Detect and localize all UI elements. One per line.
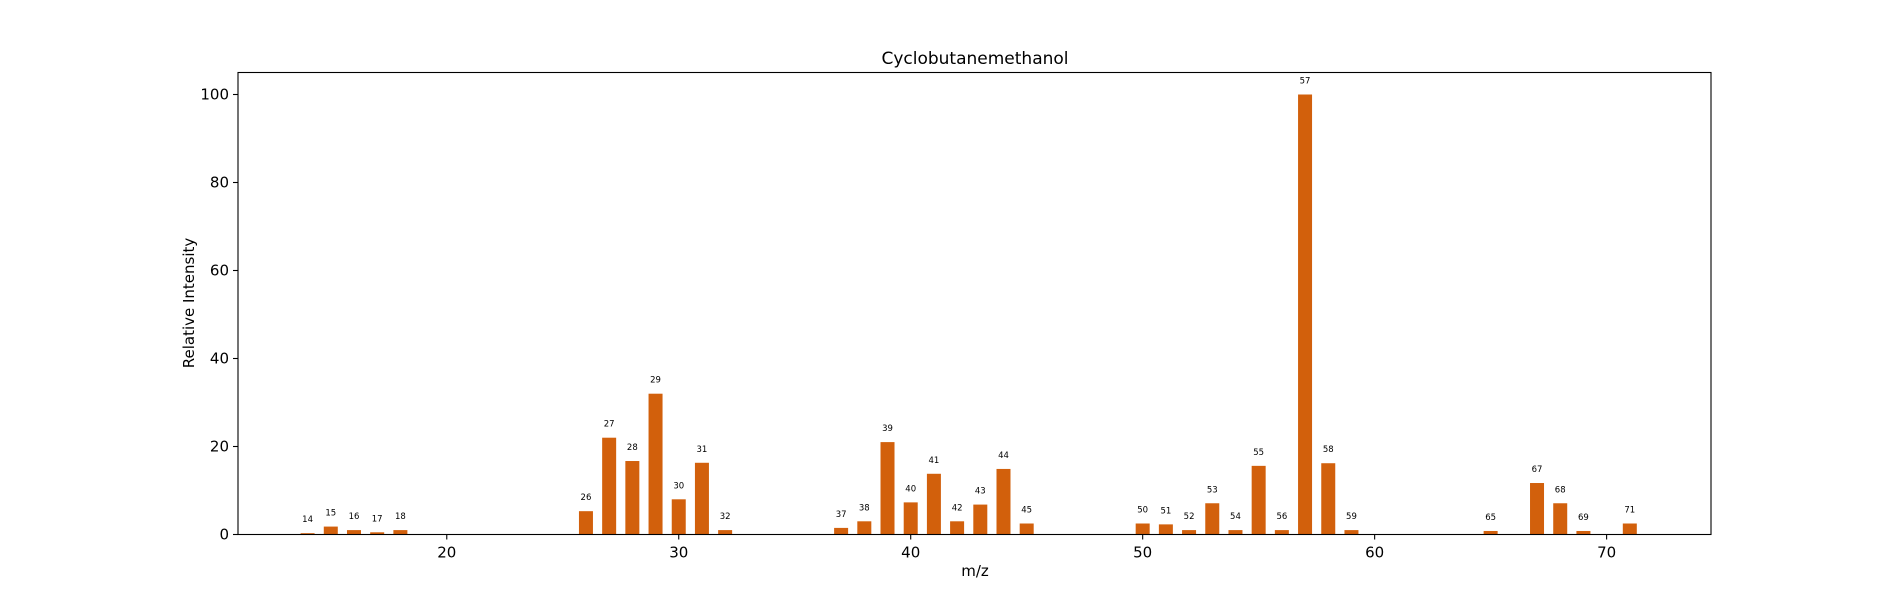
bar-mz-42 — [950, 521, 965, 535]
bar-mz-71 — [1622, 523, 1637, 535]
chart-title: Cyclobutanemethanol — [881, 49, 1068, 69]
bar-mz-67 — [1530, 483, 1545, 535]
y-tick-label-20: 20 — [210, 438, 229, 456]
bar-label-mz-27: 27 — [604, 420, 615, 430]
y-tick-label-60: 60 — [210, 262, 229, 280]
bar-mz-65 — [1483, 530, 1498, 535]
bar-mz-54 — [1228, 530, 1243, 535]
bar-mz-56 — [1274, 530, 1289, 535]
bar-label-mz-56: 56 — [1276, 512, 1287, 522]
bar-label-mz-43: 43 — [975, 487, 986, 497]
bar-mz-57 — [1298, 94, 1313, 535]
bar-label-mz-69: 69 — [1578, 513, 1589, 523]
bar-label-mz-68: 68 — [1555, 485, 1566, 495]
bar-mz-44 — [996, 468, 1011, 535]
bar-label-mz-40: 40 — [905, 484, 916, 494]
bar-mz-31 — [694, 462, 709, 535]
bars-group — [300, 94, 1637, 535]
bar-mz-45 — [1019, 523, 1034, 535]
bar-mz-32 — [718, 530, 733, 535]
bar-label-mz-37: 37 — [836, 510, 847, 520]
bar-label-mz-53: 53 — [1207, 485, 1218, 495]
x-tick-label-50: 50 — [1133, 544, 1152, 562]
bar-label-mz-50: 50 — [1137, 506, 1148, 516]
plot-frame — [237, 71, 1712, 536]
y-axis-title: Relative Intensity — [180, 238, 198, 369]
bar-mz-17 — [370, 532, 385, 535]
bar-label-mz-41: 41 — [928, 456, 939, 466]
bar-mz-43 — [973, 504, 988, 535]
bar-label-mz-71: 71 — [1624, 506, 1635, 516]
x-tick-label-70: 70 — [1597, 544, 1616, 562]
bar-mz-51 — [1158, 524, 1173, 535]
bar-label-mz-57: 57 — [1300, 77, 1311, 87]
bar-labels-group: 14 15 16 17 18 26 27 28 29 30 31 32 37 38 39 40 41 42 43 44… — [302, 77, 1635, 526]
bar-label-mz-44: 44 — [998, 451, 1009, 461]
bar-mz-37 — [834, 527, 849, 535]
bar-mz-69 — [1576, 530, 1591, 535]
bar-mz-26 — [578, 511, 593, 535]
bar-label-mz-39: 39 — [882, 424, 893, 434]
bar-label-mz-55: 55 — [1253, 448, 1264, 458]
bar-mz-59 — [1344, 530, 1359, 535]
bar-label-mz-51: 51 — [1160, 506, 1171, 516]
bar-mz-52 — [1182, 530, 1197, 535]
bar-mz-55 — [1251, 465, 1266, 535]
bar-label-mz-15: 15 — [325, 509, 336, 519]
bar-mz-50 — [1135, 523, 1150, 535]
bar-mz-16 — [346, 530, 361, 535]
x-tick-label-60: 60 — [1365, 544, 1384, 562]
bar-mz-38 — [857, 521, 872, 535]
bar-label-mz-30: 30 — [673, 481, 684, 491]
bar-label-mz-14: 14 — [302, 515, 313, 525]
bar-mz-58 — [1321, 463, 1336, 535]
x-axis-title: m/z — [961, 562, 989, 580]
bar-mz-28 — [625, 461, 640, 535]
y-tick-label-100: 100 — [200, 86, 229, 104]
bar-label-mz-45: 45 — [1021, 506, 1032, 516]
bar-label-mz-67: 67 — [1532, 465, 1543, 475]
bar-label-mz-31: 31 — [697, 445, 708, 455]
bar-label-mz-52: 52 — [1184, 512, 1195, 522]
bar-label-mz-38: 38 — [859, 503, 870, 513]
bar-label-mz-59: 59 — [1346, 512, 1357, 522]
bar-mz-27 — [602, 437, 617, 535]
bar-label-mz-16: 16 — [349, 512, 360, 522]
bar-mz-53 — [1205, 503, 1220, 535]
x-tick-label-30: 30 — [669, 544, 688, 562]
bar-label-mz-29: 29 — [650, 376, 661, 386]
bar-label-mz-58: 58 — [1323, 445, 1334, 455]
bar-label-mz-26: 26 — [581, 493, 592, 503]
bar-label-mz-18: 18 — [395, 512, 406, 522]
bar-label-mz-42: 42 — [952, 503, 963, 513]
bar-label-mz-54: 54 — [1230, 512, 1241, 522]
y-tick-label-40: 40 — [210, 350, 229, 368]
bar-label-mz-65: 65 — [1485, 513, 1496, 523]
bar-mz-39 — [880, 442, 895, 535]
bar-label-mz-17: 17 — [372, 514, 383, 524]
y-tick-label-0: 0 — [219, 526, 229, 544]
bar-mz-15 — [323, 526, 338, 535]
bar-mz-14 — [300, 533, 315, 535]
y-tick-label-80: 80 — [210, 174, 229, 192]
bar-mz-30 — [671, 499, 686, 535]
x-tick-label-20: 20 — [437, 544, 456, 562]
bar-mz-41 — [926, 473, 941, 535]
bar-mz-40 — [903, 502, 918, 535]
bar-label-mz-28: 28 — [627, 443, 638, 453]
x-axis: 20 30 40 50 60 70 — [437, 534, 1616, 562]
bar-mz-29 — [648, 393, 663, 535]
y-axis: 0 20 40 60 80 100 — [200, 86, 238, 544]
x-tick-label-40: 40 — [901, 544, 920, 562]
bar-label-mz-32: 32 — [720, 512, 731, 522]
bar-mz-68 — [1553, 503, 1568, 535]
bar-mz-18 — [393, 530, 408, 535]
